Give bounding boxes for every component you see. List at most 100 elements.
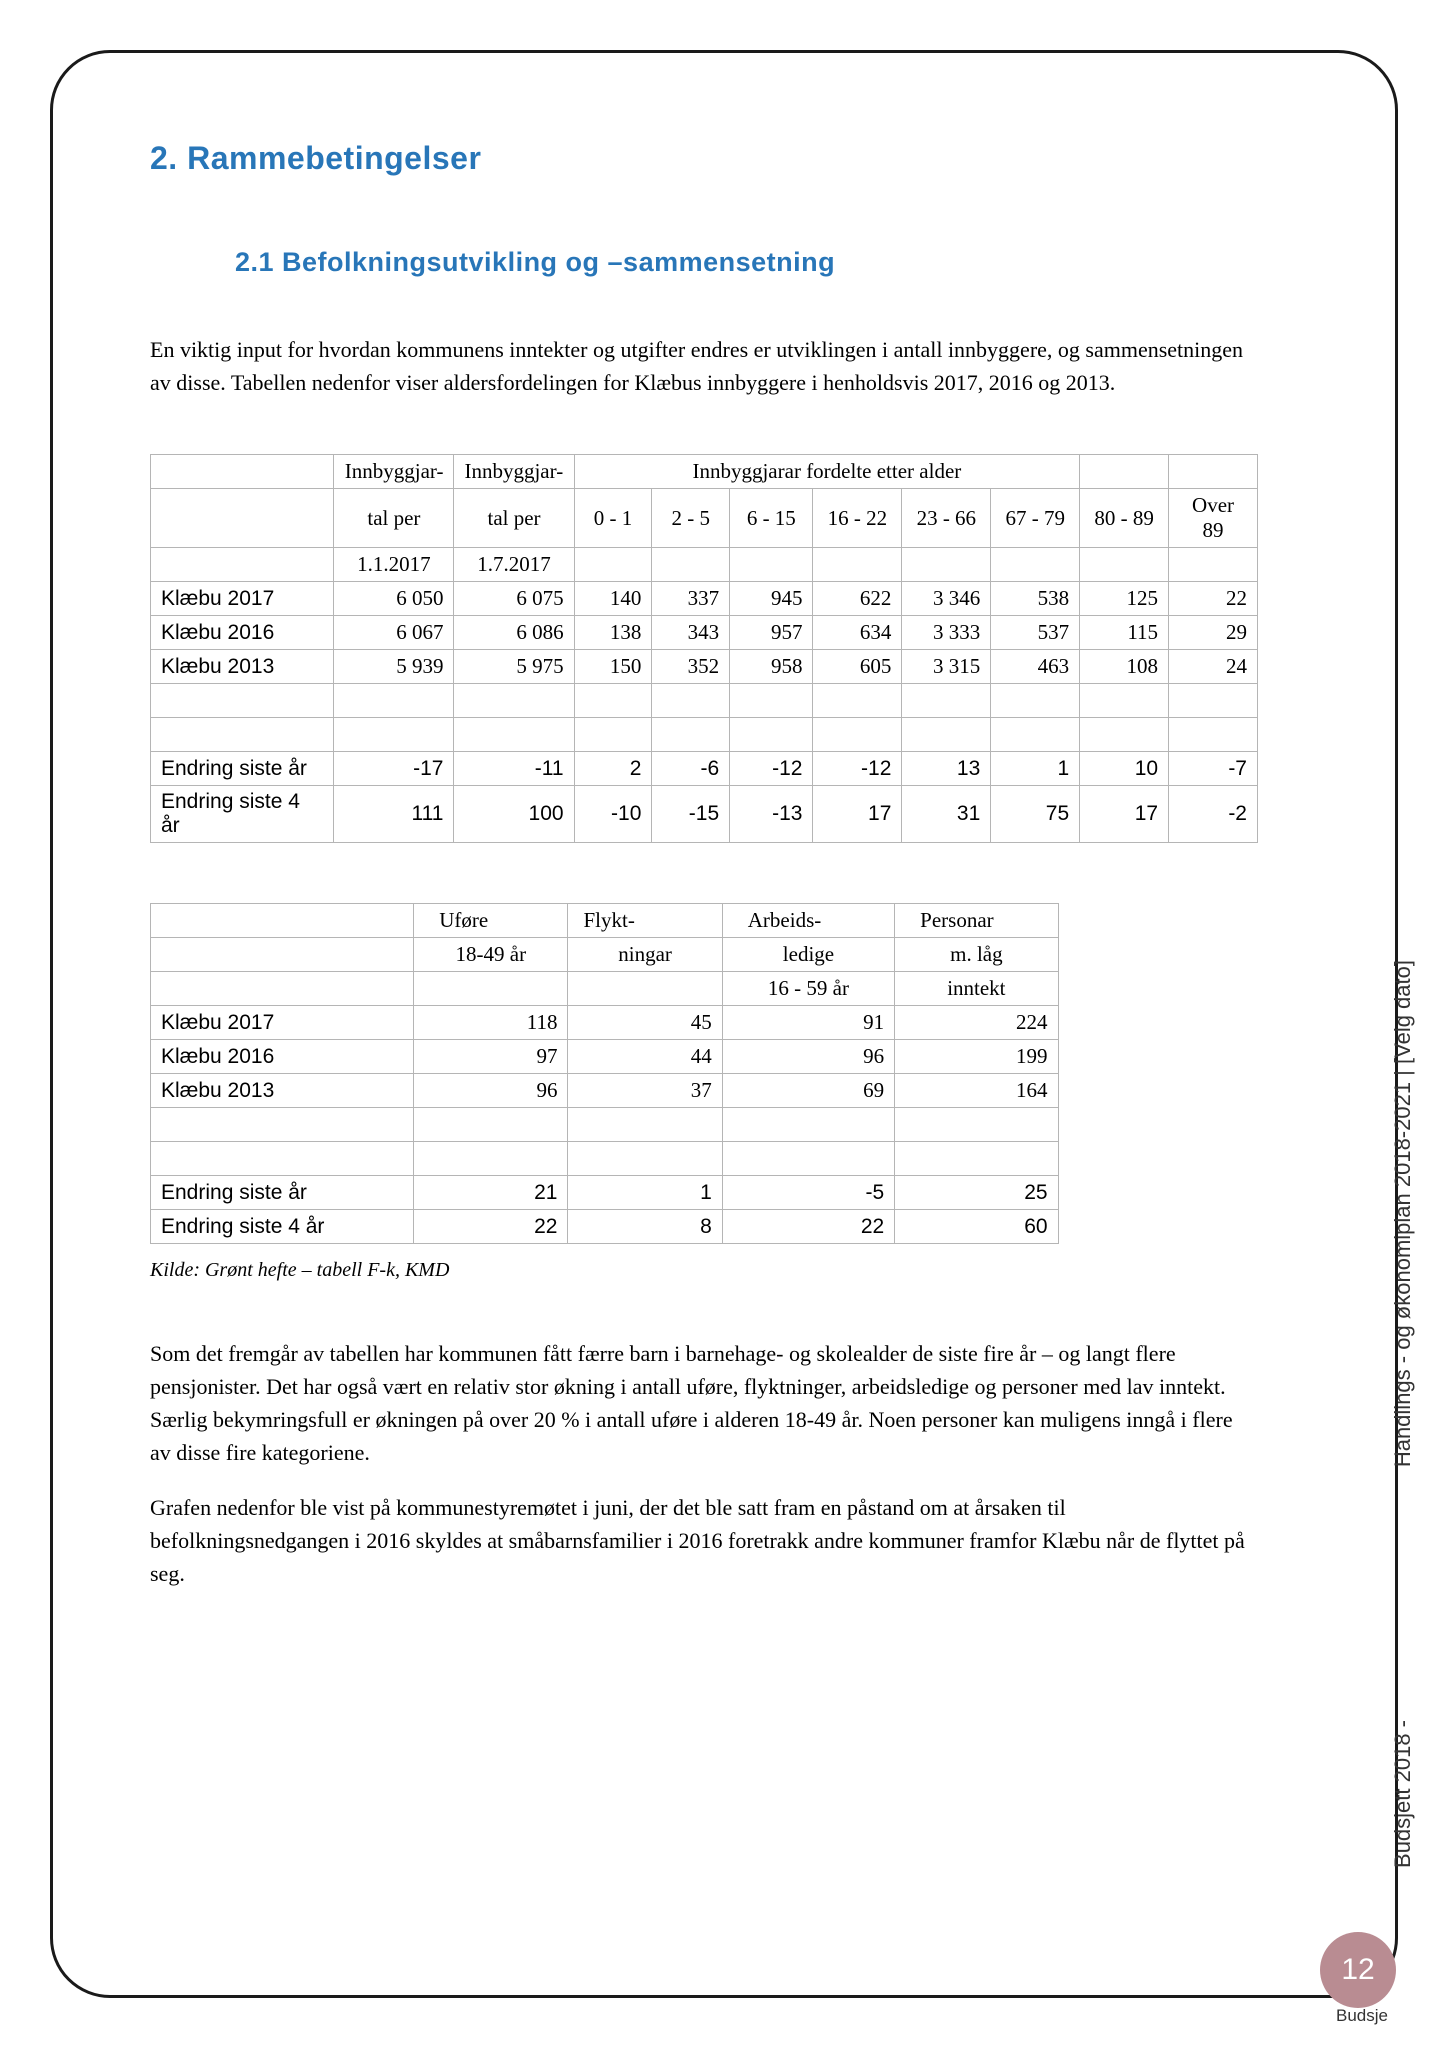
table-cell: 337: [652, 582, 730, 616]
table-cell: [414, 1142, 568, 1176]
table-cell: [334, 684, 454, 718]
table-cell: 22: [1169, 582, 1258, 616]
table-cell: [151, 938, 414, 972]
table-row: [151, 1142, 1059, 1176]
table-cell: 96: [722, 1040, 894, 1074]
table-cell: [151, 489, 334, 548]
table-cell: ledige: [722, 938, 894, 972]
table-cell: [902, 718, 991, 752]
table-cell: 37: [568, 1074, 722, 1108]
table-cell: Innbyggjar-: [454, 455, 574, 489]
table-cell: ningar: [568, 938, 722, 972]
table-cell: Klæbu 2013: [151, 1074, 414, 1108]
table-cell: Personar: [895, 904, 1058, 938]
table-cell: 605: [813, 650, 902, 684]
table-cell: 352: [652, 650, 730, 684]
table-cell: [813, 718, 902, 752]
table-cell: [652, 684, 730, 718]
intro-paragraph: En viktig input for hvordan kommunens in…: [150, 333, 1258, 399]
table-row: Endring siste 4 år2282260: [151, 1210, 1059, 1244]
table-cell: Innbyggjar-: [334, 455, 454, 489]
table-cell: [1080, 548, 1169, 582]
table-cell: 45: [568, 1006, 722, 1040]
table-cell: Klæbu 2016: [151, 1040, 414, 1074]
table-cell: [813, 548, 902, 582]
page-badge-label: Budsje: [1336, 2006, 1388, 2026]
table-cell: Uføre: [414, 904, 568, 938]
closing-paragraph: Grafen nedenfor ble vist på kommunestyre…: [150, 1491, 1258, 1590]
table-cell: [151, 548, 334, 582]
table-row: Klæbu 2016974496199: [151, 1040, 1059, 1074]
table-cell: [902, 684, 991, 718]
table-cell: 25: [895, 1176, 1058, 1210]
table-cell: 5 939: [334, 650, 454, 684]
table-row: Endring siste 4 år111100-10-15-131731751…: [151, 786, 1258, 843]
table-cell: 1: [568, 1176, 722, 1210]
table-cell: 958: [730, 650, 813, 684]
table-cell: [1080, 684, 1169, 718]
table-cell: Klæbu 2013: [151, 650, 334, 684]
table-cell: 945: [730, 582, 813, 616]
table-row: Klæbu 20171184591224: [151, 1006, 1059, 1040]
table-cell: 538: [991, 582, 1080, 616]
table-cell: tal per: [454, 489, 574, 548]
table-cell: -2: [1169, 786, 1258, 843]
table-cell: -6: [652, 752, 730, 786]
table-cell: 957: [730, 616, 813, 650]
table-cell: [722, 1108, 894, 1142]
population-age-table-container: Innbyggjar- Innbyggjar- Innbyggjarar for…: [150, 454, 1258, 843]
table-cell: 23 - 66: [902, 489, 991, 548]
table-cell: m. låg: [895, 938, 1058, 972]
table-row: [151, 684, 1258, 718]
table-header-row: Uføre Flykt- Arbeids- Personar: [151, 904, 1059, 938]
table-cell: -12: [813, 752, 902, 786]
table-cell: [730, 684, 813, 718]
table-cell: 150: [574, 650, 652, 684]
table-cell: [1080, 718, 1169, 752]
table-cell: 5 975: [454, 650, 574, 684]
table-cell: 17: [813, 786, 902, 843]
table-cell: 29: [1169, 616, 1258, 650]
table-cell: 91: [722, 1006, 894, 1040]
table-cell: 164: [895, 1074, 1058, 1108]
table-cell: 75: [991, 786, 1080, 843]
table-cell: 17: [1080, 786, 1169, 843]
table-cell: [730, 718, 813, 752]
table-cell: 96: [414, 1074, 568, 1108]
table-header-row: Innbyggjar- Innbyggjar- Innbyggjarar for…: [151, 455, 1258, 489]
table-cell: [991, 548, 1080, 582]
table-cell: [895, 1142, 1058, 1176]
table-cell: [730, 548, 813, 582]
table-cell: [568, 972, 722, 1006]
table-cell: 1: [991, 752, 1080, 786]
table-cell: Innbyggjarar fordelte etter alder: [574, 455, 1080, 489]
table-header-row: 18-49 år ningar ledige m. låg: [151, 938, 1059, 972]
table-cell: [895, 1108, 1058, 1142]
table-cell: 3 315: [902, 650, 991, 684]
table-cell: [414, 1108, 568, 1142]
table-cell: 1.1.2017: [334, 548, 454, 582]
table-cell: 118: [414, 1006, 568, 1040]
table-cell: 622: [813, 582, 902, 616]
table-cell: Flykt-: [568, 904, 722, 938]
table-cell: 3 346: [902, 582, 991, 616]
table-cell: [454, 684, 574, 718]
side-margin-text-1: Handlings - og økonomiplan 2018-2021 | […: [1390, 960, 1416, 1467]
table-cell: [414, 972, 568, 1006]
table-cell: 6 067: [334, 616, 454, 650]
table-cell: [151, 972, 414, 1006]
table-cell: 537: [991, 616, 1080, 650]
table-row: Endring siste år-17-112-6-12-1213110-7: [151, 752, 1258, 786]
page-content: 2. Rammebetingelser 2.1 Befolkningsutvik…: [150, 140, 1258, 1968]
table-cell: [722, 1142, 894, 1176]
table-cell: [574, 684, 652, 718]
page-number-badge: 12: [1320, 1932, 1396, 2008]
table-cell: 140: [574, 582, 652, 616]
table-cell: -15: [652, 786, 730, 843]
social-indicators-table: Uføre Flykt- Arbeids- Personar 18-49 år …: [150, 903, 1059, 1244]
table-cell: 6 050: [334, 582, 454, 616]
table-cell: [151, 904, 414, 938]
table-cell: 3 333: [902, 616, 991, 650]
table-cell: 108: [1080, 650, 1169, 684]
table-cell: [454, 718, 574, 752]
